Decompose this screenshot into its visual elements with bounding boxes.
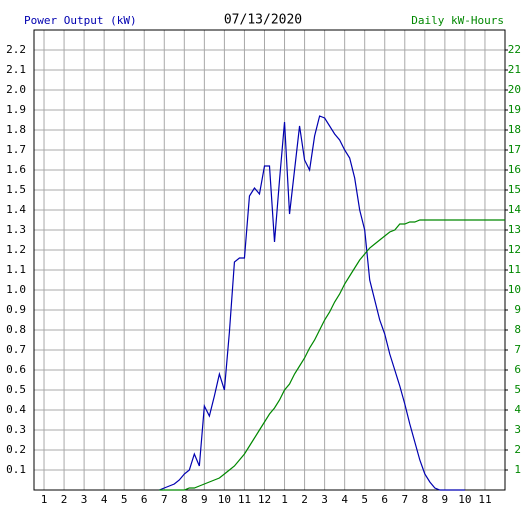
y2-axis-label: Daily kW-Hours [411, 14, 504, 27]
y2-tick-label: 8 [514, 323, 521, 336]
y2-tick-label: 4 [514, 403, 521, 416]
y2-tick-label: 2 [514, 443, 521, 456]
x-tick-label: 9 [201, 493, 208, 506]
y2-tick-label: 6 [514, 363, 521, 376]
y2-tick-label: 7 [514, 343, 521, 356]
x-tick-label: 4 [101, 493, 108, 506]
y2-tick-label: 9 [514, 303, 521, 316]
x-tick-label: 7 [161, 493, 168, 506]
y2-tick-label: 11 [508, 263, 521, 276]
y2-tick-label: 13 [508, 223, 521, 236]
y-tick-label: 0.1 [6, 463, 26, 476]
y-tick-label: 2.0 [6, 83, 26, 96]
x-tick-label: 9 [442, 493, 449, 506]
y-tick-label: 1.0 [6, 283, 26, 296]
y-tick-label: 1.3 [6, 223, 26, 236]
x-tick-label: 12 [258, 493, 271, 506]
y-tick-label: 0.6 [6, 363, 26, 376]
y-tick-label: 0.4 [6, 403, 26, 416]
x-tick-label: 11 [478, 493, 491, 506]
y-tick-label: 0.9 [6, 303, 26, 316]
y-tick-label: 2.2 [6, 43, 26, 56]
y2-tick-label: 15 [508, 183, 521, 196]
y2-tick-label: 5 [514, 383, 521, 396]
x-tick-label: 4 [341, 493, 348, 506]
x-tick-label: 11 [238, 493, 251, 506]
y2-tick-label: 1 [514, 463, 521, 476]
y-tick-label: 1.2 [6, 243, 26, 256]
x-tick-label: 8 [181, 493, 188, 506]
x-tick-label: 2 [61, 493, 68, 506]
x-tick-label: 10 [458, 493, 471, 506]
y-tick-label: 1.4 [6, 203, 26, 216]
y-tick-label: 1.7 [6, 143, 26, 156]
y-tick-label: 1.1 [6, 263, 26, 276]
series-line [159, 219, 505, 491]
y-tick-label: 2.1 [6, 63, 26, 76]
y-tick-label: 1.5 [6, 183, 26, 196]
y-tick-label: 0.8 [6, 323, 26, 336]
y-tick-label: 0.2 [6, 443, 26, 456]
y-tick-label: 0.7 [6, 343, 26, 356]
x-tick-label: 1 [281, 493, 288, 506]
y2-tick-label: 17 [508, 143, 521, 156]
series-line [159, 115, 465, 491]
y2-tick-label: 19 [508, 103, 521, 116]
x-tick-label: 1 [41, 493, 48, 506]
y-tick-label: 0.5 [6, 383, 26, 396]
x-tick-label: 5 [121, 493, 128, 506]
y2-tick-label: 22 [508, 43, 521, 56]
y-tick-label: 0.3 [6, 423, 26, 436]
y-axis-label: Power Output (kW) [24, 14, 137, 27]
y-tick-label: 1.8 [6, 123, 26, 136]
plot-frame [33, 29, 506, 491]
x-tick-label: 6 [141, 493, 148, 506]
x-tick-label: 3 [321, 493, 328, 506]
x-tick-label: 5 [361, 493, 368, 506]
y2-tick-label: 20 [508, 83, 521, 96]
x-tick-label: 7 [401, 493, 408, 506]
x-tick-label: 8 [422, 493, 429, 506]
x-tick-label: 6 [381, 493, 388, 506]
x-tick-label: 10 [218, 493, 231, 506]
y2-tick-label: 14 [508, 203, 522, 216]
x-tick-label: 3 [81, 493, 88, 506]
y2-tick-label: 16 [508, 163, 521, 176]
y-tick-label: 1.9 [6, 103, 26, 116]
y-tick-label: 1.6 [6, 163, 26, 176]
y2-tick-label: 12 [508, 243, 521, 256]
x-tick-label: 2 [301, 493, 308, 506]
y2-tick-label: 21 [508, 63, 521, 76]
y2-tick-label: 3 [514, 423, 521, 436]
chart-title: 07/13/2020 [224, 13, 302, 28]
y2-tick-label: 10 [508, 283, 521, 296]
y2-tick-label: 18 [508, 123, 521, 136]
